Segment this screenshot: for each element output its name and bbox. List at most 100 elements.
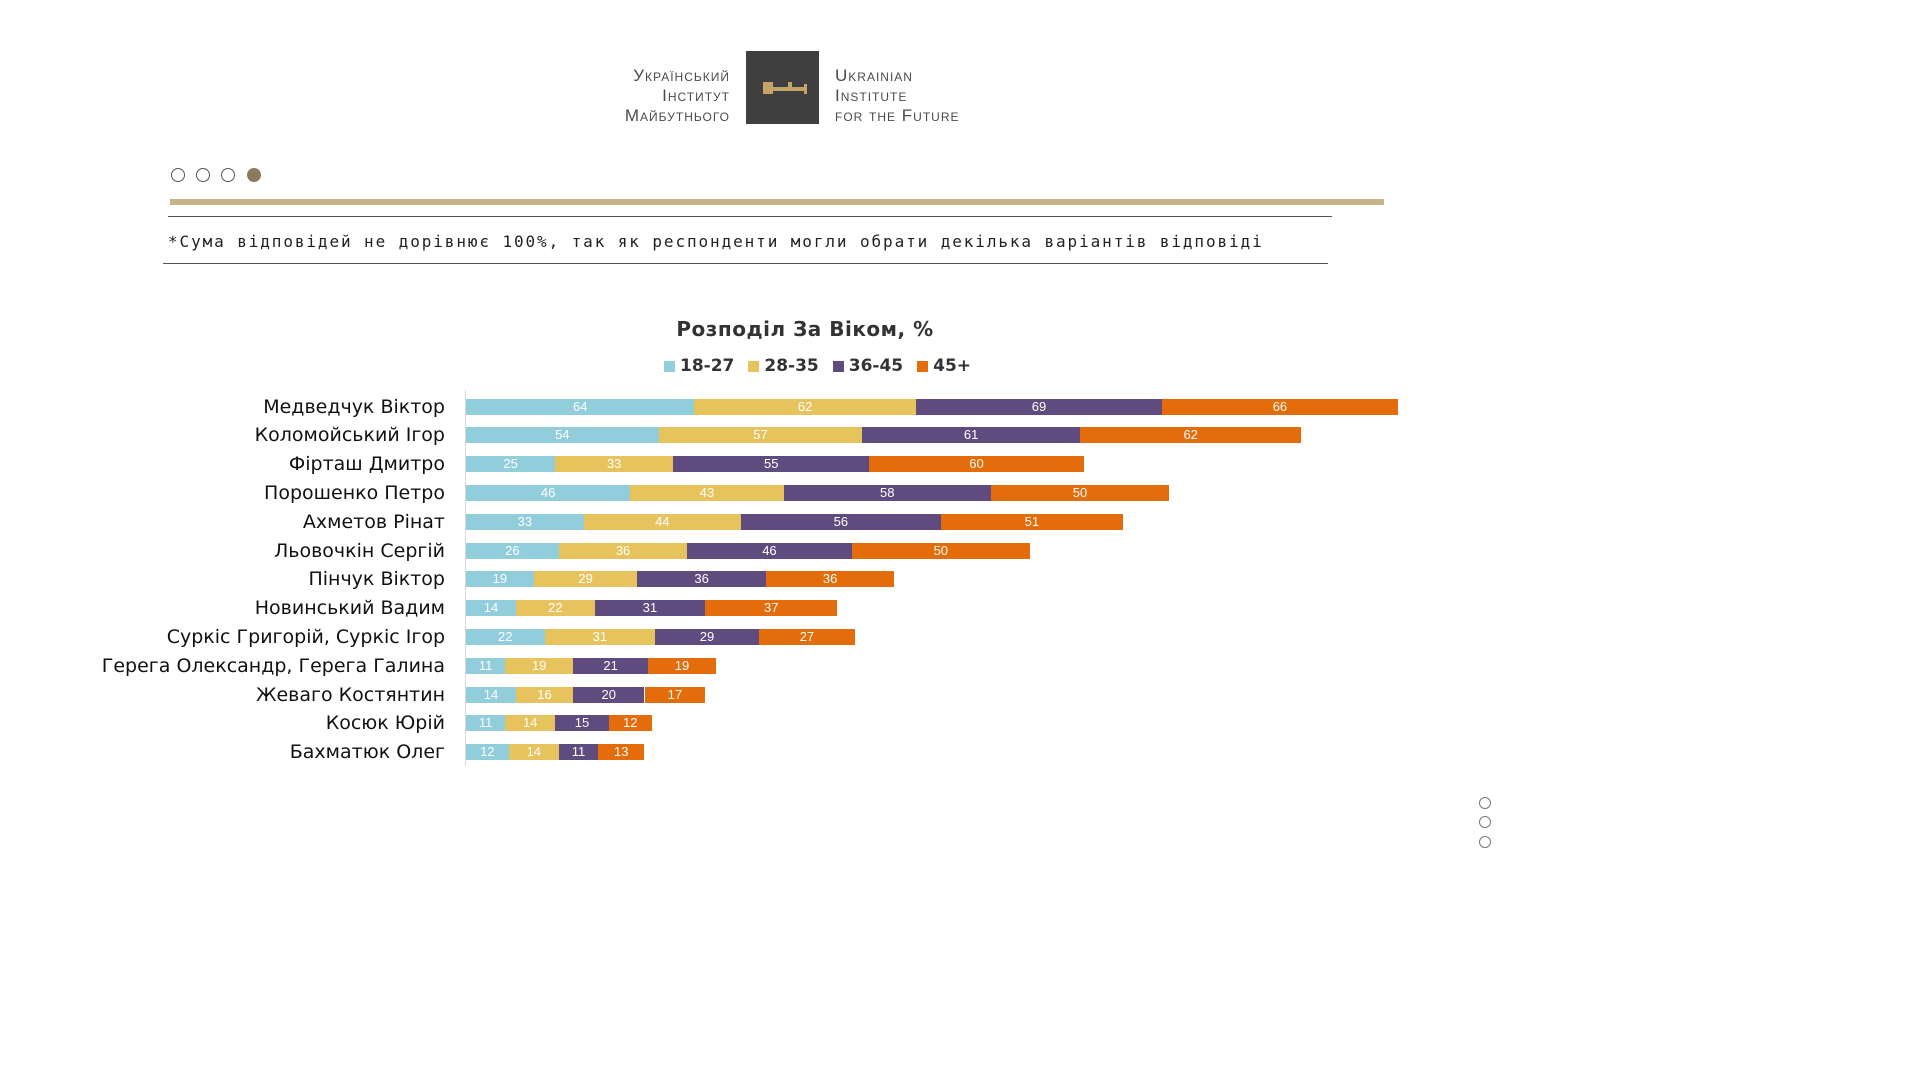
legend-swatch bbox=[664, 360, 675, 372]
logo-uk-line: Український bbox=[633, 66, 730, 85]
bar-segment: 69 bbox=[915, 398, 1163, 415]
page-dot-3[interactable] bbox=[221, 168, 235, 182]
bar-value-label: 46 bbox=[540, 484, 556, 500]
bar-segment: 15 bbox=[555, 715, 609, 732]
bar-segment: 55 bbox=[673, 456, 870, 473]
side-dot-1[interactable] bbox=[1479, 797, 1491, 809]
bar-segment: 26 bbox=[466, 542, 559, 559]
bar-value-label: 14 bbox=[523, 715, 538, 731]
bar-segment: 66 bbox=[1162, 398, 1398, 415]
bar-value-label: 62 bbox=[1183, 427, 1198, 443]
bar-value-label: 14 bbox=[483, 686, 499, 702]
chart-title: Розподіл За Віком, % bbox=[676, 317, 934, 341]
bar-segment: 62 bbox=[694, 398, 916, 415]
bar-value-label: 50 bbox=[933, 542, 949, 558]
bar-segment: 27 bbox=[758, 628, 856, 645]
bar-value-label: 37 bbox=[763, 600, 779, 616]
bar-segment: 61 bbox=[862, 427, 1081, 444]
bar-value-label: 11 bbox=[478, 715, 493, 731]
legend-label: 45+ bbox=[933, 356, 972, 376]
bar-segment: 29 bbox=[655, 628, 759, 645]
bar-value-label: 26 bbox=[505, 542, 520, 558]
logo-uk-line: Інститут bbox=[662, 86, 730, 105]
logo-key-badge bbox=[746, 51, 819, 124]
logo-en-line: for the Future bbox=[835, 106, 960, 125]
bar-value-label: 61 bbox=[963, 427, 979, 443]
bar-value-label: 31 bbox=[642, 600, 658, 616]
bar-segment: 62 bbox=[1080, 427, 1302, 444]
bar-segment: 36 bbox=[765, 571, 895, 588]
footnote: *Сума відповідей не дорівнює 100%, так я… bbox=[168, 232, 1264, 251]
bar-segment: 11 bbox=[466, 657, 506, 674]
bar-value-label: 19 bbox=[492, 571, 508, 587]
bar-value-label: 11 bbox=[571, 744, 586, 760]
bar-segment: 14 bbox=[508, 744, 559, 761]
bar-value-label: 58 bbox=[880, 484, 895, 500]
bar-segment: 36 bbox=[637, 571, 766, 588]
legend-swatch bbox=[748, 360, 760, 372]
bar-segment: 20 bbox=[573, 686, 645, 703]
legend-item: 18-27 bbox=[664, 356, 734, 376]
category-label: Льовочкін Сергій bbox=[274, 539, 445, 562]
bar-segment: 25 bbox=[466, 456, 556, 473]
bar-value-label: 29 bbox=[578, 571, 593, 587]
page-dot-2[interactable] bbox=[196, 168, 210, 182]
bar-segment: 14 bbox=[466, 600, 516, 617]
bar-segment: 58 bbox=[783, 484, 991, 501]
bar-value-label: 50 bbox=[1072, 484, 1088, 500]
bar-segment: 50 bbox=[990, 484, 1170, 501]
bar-segment: 19 bbox=[505, 657, 574, 674]
bar-value-label: 56 bbox=[833, 513, 849, 529]
bar-segment: 11 bbox=[558, 744, 599, 761]
divider-line bbox=[163, 263, 1328, 264]
bar-segment: 16 bbox=[515, 686, 574, 703]
bar-value-label: 16 bbox=[537, 686, 552, 702]
bar-value-label: 69 bbox=[1031, 398, 1047, 414]
bar-segment: 29 bbox=[533, 571, 638, 588]
legend-swatch bbox=[917, 360, 929, 372]
bar-value-label: 22 bbox=[498, 628, 513, 644]
chart-legend: 18-27 28-35 36-45 45+ bbox=[664, 356, 971, 376]
category-label: Пінчук Віктор bbox=[308, 568, 445, 591]
logo-uk-line: Майбутнього bbox=[624, 106, 730, 125]
bar-value-label: 19 bbox=[531, 657, 547, 673]
category-label: Герега Олександр, Герега Галина bbox=[101, 654, 445, 677]
bar-value-label: 66 bbox=[1272, 398, 1288, 414]
bar-segment: 22 bbox=[466, 628, 545, 645]
logo-text-english: Ukrainian Institute for the Future bbox=[835, 66, 1035, 126]
bar-value-label: 31 bbox=[592, 628, 608, 644]
bar-value-label: 29 bbox=[699, 628, 715, 644]
bar-segment: 14 bbox=[505, 715, 556, 732]
category-label: Суркіс Григорій, Суркіс Ігор bbox=[166, 625, 445, 648]
side-dot-2[interactable] bbox=[1479, 816, 1491, 828]
bar-segment: 60 bbox=[869, 456, 1084, 473]
bar-segment: 56 bbox=[740, 513, 941, 530]
bar-segment: 19 bbox=[466, 571, 534, 588]
bar-segment: 37 bbox=[705, 600, 838, 617]
bar-segment: 19 bbox=[648, 657, 716, 674]
page-dot-1[interactable] bbox=[171, 168, 185, 182]
bar-segment: 54 bbox=[466, 427, 659, 444]
bar-value-label: 12 bbox=[622, 715, 638, 731]
bar-value-label: 15 bbox=[574, 715, 590, 731]
legend-label: 18-27 bbox=[680, 356, 735, 376]
bar-segment: 57 bbox=[658, 427, 863, 444]
bar-value-label: 54 bbox=[555, 427, 570, 443]
bar-value-label: 22 bbox=[548, 600, 563, 616]
bar-value-label: 51 bbox=[1024, 513, 1040, 529]
page-dot-4-active[interactable] bbox=[247, 168, 261, 182]
bar-segment: 64 bbox=[466, 398, 695, 415]
bar-segment: 17 bbox=[644, 686, 706, 703]
bar-value-label: 36 bbox=[615, 542, 631, 558]
bar-segment: 12 bbox=[466, 744, 509, 761]
side-dot-3[interactable] bbox=[1479, 836, 1491, 848]
bar-value-label: 46 bbox=[762, 542, 777, 558]
bar-value-label: 21 bbox=[603, 657, 618, 673]
bar-value-label: 55 bbox=[763, 456, 779, 472]
category-label: Новинський Вадим bbox=[254, 597, 445, 620]
bar-segment: 51 bbox=[940, 513, 1123, 530]
bar-value-label: 33 bbox=[517, 513, 533, 529]
bar-value-label: 13 bbox=[614, 744, 629, 760]
bar-value-label: 17 bbox=[667, 686, 683, 702]
legend-label: 36-45 bbox=[848, 356, 904, 376]
